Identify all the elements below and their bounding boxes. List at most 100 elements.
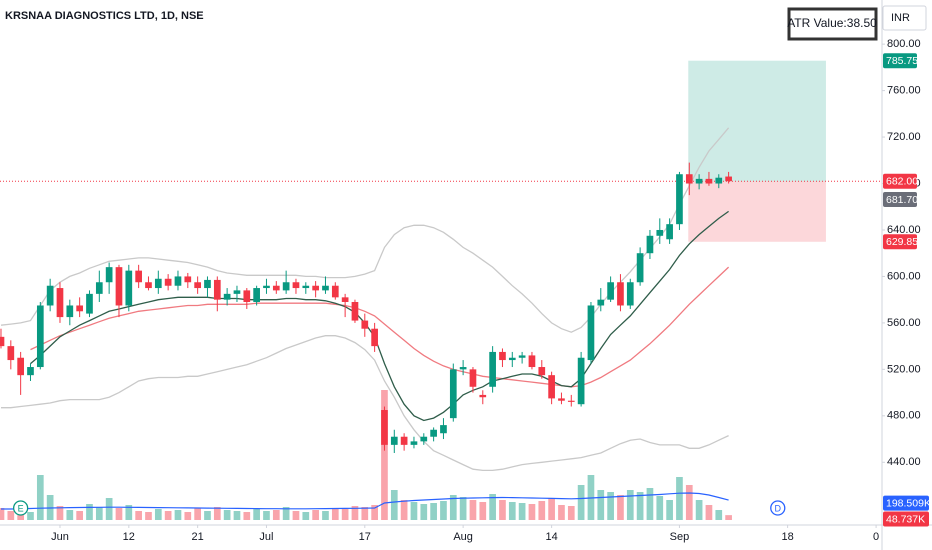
event-label: D (775, 503, 782, 513)
candle-body (204, 279, 211, 289)
candle-body (538, 367, 546, 376)
volume-bar (302, 512, 310, 520)
volume-bar (725, 515, 732, 520)
candle-body (36, 305, 44, 368)
position-stop-zone (688, 181, 826, 242)
indicator-line (30, 266, 730, 388)
candle-body (420, 436, 428, 442)
volume-bar (164, 511, 172, 520)
candle-body (7, 346, 15, 361)
volume-bar (440, 501, 447, 520)
candle-body (725, 176, 732, 182)
candle-body (194, 282, 201, 289)
candle-body (115, 267, 123, 306)
x-tick-label: 21 (192, 531, 204, 543)
volume-bar (685, 485, 693, 520)
volume-bar (341, 509, 349, 520)
candle-body (125, 270, 133, 306)
candle-body (213, 279, 221, 300)
volume-bar (263, 511, 270, 520)
candle-body (666, 224, 673, 240)
volume-bar (194, 508, 201, 520)
candle-body (322, 285, 329, 291)
volume-bar (125, 505, 133, 520)
volume-bar (636, 492, 644, 520)
candle-body (302, 285, 310, 289)
candle-body (558, 398, 565, 401)
candle-body (253, 288, 260, 302)
volume-bar (145, 512, 152, 520)
volume-bar (66, 510, 74, 520)
y-tick-label: 720.00 (887, 131, 921, 143)
volume-bar (253, 509, 260, 520)
candle-body (459, 367, 467, 370)
volume-bar (479, 502, 487, 520)
candle-body (174, 276, 182, 286)
x-tick-label: Jun (51, 531, 69, 543)
currency-box[interactable] (882, 5, 927, 31)
indicator-line (30, 210, 729, 422)
candle-body (587, 305, 595, 361)
volume-bar (607, 492, 614, 520)
candle-body (695, 178, 703, 184)
volume-bar (282, 507, 290, 520)
position-target-zone (688, 60, 826, 182)
candle-body (597, 299, 605, 306)
y-axis-background (882, 0, 932, 550)
candle-body (331, 285, 339, 298)
volume-bar (400, 500, 408, 520)
atr-box (787, 7, 878, 41)
volume-bar (469, 500, 477, 520)
candle-body (66, 305, 74, 318)
candle-body (86, 293, 93, 314)
last-price-label-box (883, 173, 917, 189)
candle-body (145, 282, 152, 289)
volume-bar (371, 505, 378, 520)
volume-bar (292, 511, 300, 520)
candle-body (17, 357, 24, 376)
volume-bar (577, 485, 585, 520)
candle-body (46, 285, 54, 306)
volume-bar (27, 512, 34, 520)
currency[interactable]: INR (891, 12, 910, 24)
volume-ma-label-box (883, 495, 929, 511)
volume-bar (617, 495, 624, 520)
x-tick-label: 0 (873, 531, 879, 543)
candle-body (341, 297, 349, 302)
x-tick-label: 12 (123, 531, 135, 543)
volume-ma-label: 198.509K (886, 497, 931, 509)
volume-label-box (883, 511, 929, 527)
volume-bar (489, 494, 496, 520)
volume-ma-line (1, 492, 729, 510)
atr-value: ATR Value:38.50 (787, 16, 877, 30)
y-tick-label: 560.00 (887, 317, 921, 329)
candle-body (705, 178, 713, 184)
candle-body (312, 285, 319, 291)
candle-body (607, 282, 614, 300)
symbol-title: KRSNAA DIAGNOSTICS LTD, 1D, NSE (5, 10, 204, 22)
volume-bar (538, 501, 546, 520)
candle-body (105, 267, 113, 283)
candle-body (617, 282, 624, 306)
candle-body (410, 441, 418, 445)
volume-bar (390, 490, 398, 520)
volume-bar (459, 497, 467, 520)
candle-body (390, 436, 398, 445)
candle-body (292, 282, 300, 289)
candle-body (56, 288, 64, 318)
candle-body (184, 276, 192, 283)
y-tick-label: 640.00 (887, 224, 921, 236)
x-axis-background (0, 525, 932, 550)
candle-body (449, 369, 457, 419)
volume-bar (95, 507, 103, 520)
event-label: E (18, 503, 24, 513)
entry-price-label: 681.70 (886, 194, 918, 206)
volume-bar (56, 506, 64, 520)
candle-body (154, 278, 162, 289)
volume-bar (361, 507, 369, 520)
x-tick-label: 17 (359, 531, 371, 543)
candle-body (381, 410, 388, 445)
volume-bar (213, 507, 221, 520)
volume-bar (567, 506, 575, 520)
